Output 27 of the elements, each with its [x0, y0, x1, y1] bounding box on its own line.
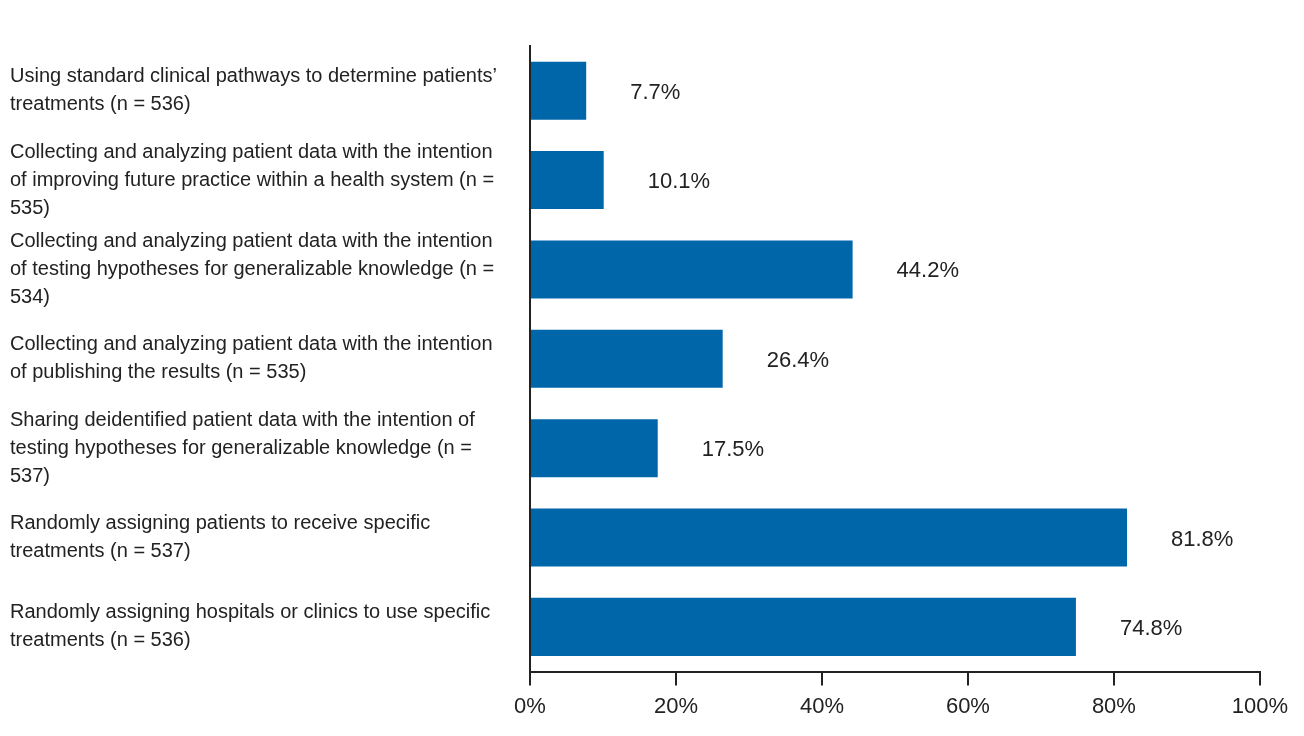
bar — [531, 419, 658, 478]
data-label: 10.1% — [647, 168, 711, 194]
x-tick-label: 100% — [1231, 692, 1289, 718]
x-tick-label: 0% — [514, 692, 546, 718]
y-tick-label: Randomly assigning hospitals or clinics to use specific treatments (n = 536) — [10, 600, 491, 651]
bar — [531, 508, 1128, 567]
bar — [531, 240, 853, 299]
y-tick-label: Collecting and analyzing patient data with the intention of publishing the results (n = 535) — [10, 332, 493, 383]
data-label: 81.8% — [1171, 525, 1234, 551]
data-label: 26.4% — [766, 346, 830, 372]
bar — [531, 61, 587, 120]
y-tick-label: Collecting and analyzing patient data with the intention of testing hypotheses for generalizable knowledge (n = 534) — [10, 228, 495, 307]
bar — [531, 597, 1076, 656]
bar — [531, 151, 604, 210]
y-tick-label: Using standard clinical pathways to determine patients’ treatments (n = 536) — [10, 64, 497, 115]
x-tick-label: 20% — [653, 692, 698, 718]
data-label: 17.5% — [701, 436, 765, 462]
data-label: 74.8% — [1119, 614, 1183, 640]
data-label: 7.7% — [630, 78, 681, 104]
y-tick-label: Sharing deidentified patient data with the intention of testing hypotheses for generalizable knowledge (n = 537) — [10, 407, 476, 486]
y-tick-label: Randomly assigning patients to receive specific treatments (n = 537) — [10, 511, 431, 562]
data-label: 44.2% — [896, 257, 959, 283]
x-tick-label: 40% — [799, 692, 844, 718]
bar — [531, 329, 723, 388]
x-tick-label: 80% — [1091, 692, 1136, 718]
y-tick-label: Collecting and analyzing patient data with the intention of improving future practice within a health system (n = 535) — [10, 139, 495, 218]
x-tick-label: 60% — [945, 692, 990, 718]
